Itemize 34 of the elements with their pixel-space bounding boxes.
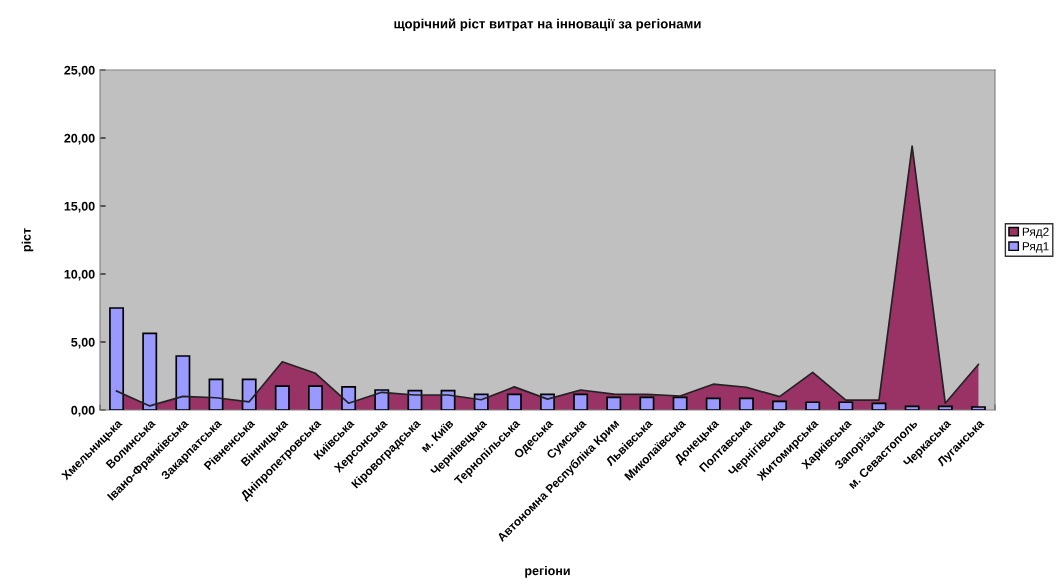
- bar: [606, 396, 622, 410]
- y-tick-label: 20,00: [64, 133, 95, 145]
- y-tick-label: 25,00: [64, 65, 95, 77]
- bar: [142, 332, 158, 410]
- bar: [970, 406, 986, 410]
- bar: [705, 397, 721, 410]
- bar: [341, 386, 357, 410]
- legend-label: Ряд2: [1022, 227, 1049, 239]
- bar: [871, 402, 887, 410]
- bar: [738, 397, 754, 410]
- bar: [838, 401, 854, 410]
- bar: [805, 401, 821, 410]
- bar: [274, 385, 290, 410]
- legend-label: Ряд1: [1022, 242, 1049, 253]
- bar: [573, 393, 589, 410]
- chart-title: щорічний ріст витрат на інновації за регіонами: [394, 18, 701, 32]
- bar: [307, 385, 323, 410]
- bar: [639, 396, 655, 410]
- bar: [407, 389, 423, 410]
- bar: [241, 378, 257, 410]
- y-tick-label: 15,00: [64, 201, 95, 213]
- y-tick-label: 0,00: [71, 405, 95, 417]
- x-axis-title: регіони: [525, 566, 570, 578]
- bar: [772, 400, 788, 410]
- bar: [506, 393, 522, 410]
- bar: [109, 307, 125, 410]
- bar: [672, 396, 688, 410]
- y-axis-title: ріст: [21, 228, 34, 252]
- bar: [937, 405, 953, 410]
- bar: [175, 355, 191, 410]
- y-tick-label: 10,00: [64, 269, 95, 281]
- y-tick-label: 5,00: [71, 337, 95, 349]
- bar: [374, 389, 390, 410]
- bar: [904, 405, 920, 410]
